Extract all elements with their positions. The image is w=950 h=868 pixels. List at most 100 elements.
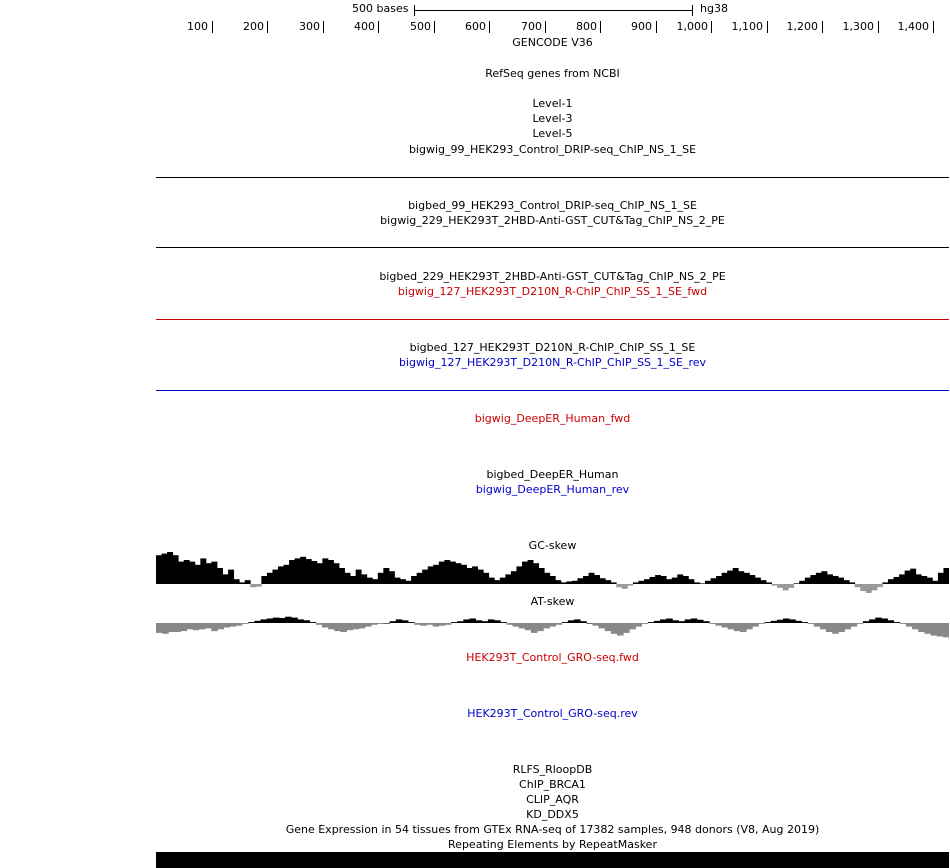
- track-bigbed-127[interactable]: bigbed_127_HEK293T_D210N_R-ChIP_ChIP_SS_…: [409, 341, 696, 354]
- gc-skew-bar: [472, 566, 479, 584]
- repeatmasker-bar[interactable]: [156, 852, 949, 868]
- at-skew-bar: [463, 619, 470, 623]
- track-repeatmasker[interactable]: Repeating Elements by RepeatMasker: [448, 838, 657, 851]
- gc-skew-bar: [316, 563, 323, 584]
- gc-skew-bar: [322, 558, 329, 584]
- at-skew-bar: [678, 621, 686, 623]
- track-bigbed-229[interactable]: bigbed_229_HEK293T_2HBD-Anti-GST_CUT&Tag…: [379, 270, 726, 283]
- gc-skew-bar: [666, 579, 673, 584]
- ruler-tick: [600, 21, 601, 33]
- track-bigwig-229[interactable]: bigwig_229_HEK293T_2HBD-Anti-GST_CUT&Tag…: [380, 214, 725, 227]
- base-position-ruler[interactable]: 100 200 300 400 500 600 700 800 900 1,00…: [0, 0, 950, 36]
- gc-skew-bar: [444, 560, 451, 584]
- track-deeper-fwd[interactable]: bigwig_DeepER_Human_fwd: [474, 412, 631, 425]
- gc-skew-bar: [577, 578, 584, 584]
- at-skew-bar: [260, 619, 268, 623]
- track-level-3[interactable]: Level-3: [532, 112, 573, 125]
- at-skew-bar: [199, 623, 206, 630]
- track-gro-seq-rev[interactable]: HEK293T_Control_GRO-seq.rev: [467, 707, 638, 720]
- gc-skew-bar: [416, 572, 423, 584]
- track-rlfs-rloopdb[interactable]: RLFS_RloopDB: [512, 763, 593, 776]
- gc-skew-bar: [394, 577, 401, 584]
- at-skew-bar: [721, 623, 729, 628]
- track-clip-aqr[interactable]: CLIP_AQR: [526, 793, 579, 806]
- gc-skew-bar: [555, 580, 562, 584]
- at-skew-bar: [592, 623, 600, 626]
- at-skew-bar: [912, 623, 919, 630]
- track-gro-seq-fwd[interactable]: HEK293T_Control_GRO-seq.fwd: [466, 651, 639, 664]
- at-skew-bar: [524, 623, 532, 631]
- gc-skew-bar: [882, 582, 889, 584]
- gc-skew-bar: [183, 560, 190, 584]
- at-skew-bar: [696, 619, 704, 623]
- gc-skew-bar: [815, 572, 822, 584]
- at-skew-bar: [838, 623, 845, 632]
- track-level-1[interactable]: Level-1: [532, 97, 573, 110]
- ruler-tick: [933, 21, 934, 33]
- at-skew-bar: [180, 623, 188, 632]
- gc-skew-bar: [799, 580, 806, 584]
- track-refseq[interactable]: RefSeq genes from NCBI: [485, 67, 620, 80]
- at-skew-bar: [764, 622, 772, 623]
- at-skew-bar: [881, 618, 888, 623]
- gc-skew-plot[interactable]: [156, 550, 949, 594]
- track-bigbed-99[interactable]: bigbed_99_HEK293_Control_DRIP-seq_ChIP_N…: [408, 199, 697, 212]
- gc-skew-bar: [860, 584, 867, 592]
- track-deeper-bigbed[interactable]: bigbed_DeepER_Human: [486, 468, 619, 481]
- track-bigwig-127-fwd[interactable]: bigwig_127_HEK293T_D210N_R-ChIP_ChIP_SS_…: [397, 285, 708, 298]
- at-skew-bar: [432, 623, 440, 627]
- at-skew-bar: [512, 623, 520, 627]
- at-skew-bar: [690, 618, 698, 623]
- gc-skew-bar: [727, 570, 734, 584]
- at-skew-bar: [936, 623, 944, 637]
- track-bigwig-99[interactable]: bigwig_99_HEK293_Control_DRIP-seq_ChIP_N…: [408, 143, 697, 156]
- at-skew-bar: [315, 623, 323, 625]
- gc-skew-bar: [782, 584, 789, 591]
- track-bigwig-127-rev[interactable]: bigwig_127_HEK293T_D210N_R-ChIP_ChIP_SS_…: [398, 356, 707, 369]
- gc-skew-bar: [255, 584, 262, 587]
- gc-skew-bar: [793, 583, 800, 584]
- at-skew-bar: [162, 623, 169, 634]
- at-skew-bar: [358, 623, 366, 629]
- ruler-tick: [767, 21, 768, 33]
- gc-skew-bar: [294, 558, 301, 584]
- gc-skew-bar: [305, 559, 312, 584]
- at-skew-bar: [438, 623, 446, 626]
- at-skew-bar: [248, 622, 255, 623]
- gc-skew-bar: [893, 576, 900, 584]
- at-skew-bar: [537, 623, 544, 632]
- at-skew-bar: [623, 623, 630, 633]
- at-skew-bar: [776, 619, 784, 623]
- gc-skew-bar: [838, 577, 845, 584]
- gc-skew-bar: [771, 584, 778, 586]
- bigwig-229-baseline: [156, 247, 949, 248]
- track-chip-brca1[interactable]: ChIP_BRCA1: [519, 778, 586, 791]
- ruler-tick-label: 700: [521, 20, 542, 33]
- gc-skew-bar: [244, 580, 251, 584]
- gc-skew-bar: [738, 571, 745, 584]
- ruler-tick-label: 1,400: [897, 20, 930, 33]
- at-skew-bar: [930, 623, 938, 636]
- gc-skew-bar: [455, 563, 462, 584]
- at-skew-bar: [530, 623, 538, 633]
- gc-skew-bar: [383, 568, 390, 584]
- track-deeper-rev[interactable]: bigwig_DeepER_Human_rev: [475, 483, 630, 496]
- track-at-skew[interactable]: AT-skew: [530, 595, 575, 608]
- track-gencode[interactable]: GENCODE V36: [512, 36, 593, 49]
- ruler-tick: [489, 21, 490, 33]
- track-gtex[interactable]: Gene Expression in 54 tissues from GTEx …: [285, 823, 820, 836]
- track-kd-ddx5[interactable]: KD_DDX5: [526, 808, 579, 821]
- ruler-tick-label: 100: [187, 20, 208, 33]
- at-skew-bar: [229, 623, 237, 627]
- gc-skew-bar: [361, 574, 368, 584]
- track-level-5[interactable]: Level-5: [532, 127, 573, 140]
- at-skew-bar: [475, 620, 483, 623]
- gc-skew-bar: [638, 580, 645, 584]
- ruler-tick: [656, 21, 657, 33]
- at-skew-bar: [168, 623, 175, 632]
- gc-skew-bar: [871, 584, 878, 591]
- at-skew-bar: [826, 623, 833, 632]
- at-skew-plot[interactable]: [156, 606, 949, 650]
- track-gc-skew[interactable]: GC-skew: [528, 539, 577, 552]
- gc-skew-bar: [821, 571, 828, 584]
